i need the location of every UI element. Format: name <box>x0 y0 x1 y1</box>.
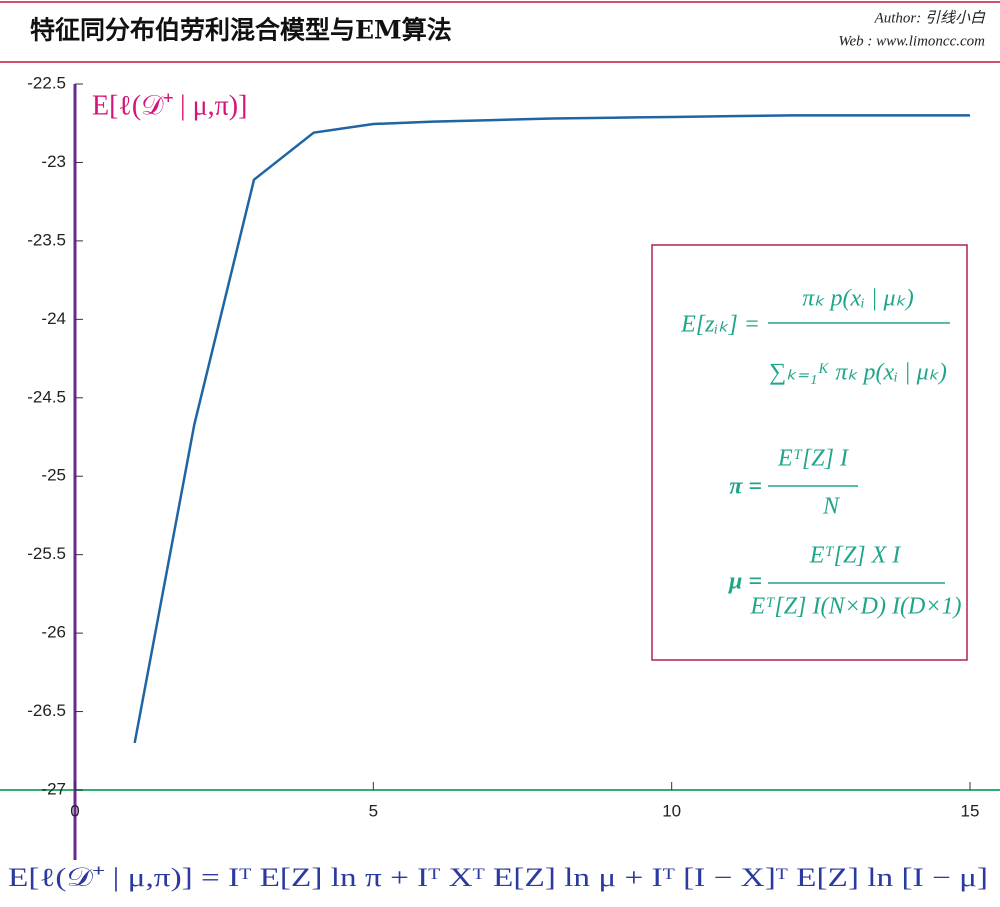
y-tick-label: -24.5 <box>27 387 66 406</box>
formula-lhs: π = <box>729 474 762 500</box>
x-tick-label: 5 <box>369 801 378 820</box>
y-tick-label: -25 <box>41 466 66 485</box>
y-tick-label: -23.5 <box>27 230 66 249</box>
formula-box <box>651 244 968 661</box>
y-tick-label: -23 <box>41 152 66 171</box>
page-title: 特征同分布伯劳利混合模型与EM算法 <box>30 16 452 45</box>
formula-numerator: πₖ p(xᵢ | μₖ) <box>802 286 914 312</box>
data-line <box>133 114 970 744</box>
bottom-formula: E[ℓ(𝒟⁺ | μ,π)] = Iᵀ E[Z] ln π + Iᵀ Xᵀ E[… <box>8 863 988 892</box>
author: Author: 引线小白 <box>874 9 986 26</box>
web: Web : www.limoncc.com <box>838 33 985 49</box>
formula-denominator: ∑ₖ₌₁ᴷ πₖ p(xᵢ | μₖ) <box>769 360 947 386</box>
y-tick-label: -22.5 <box>27 73 66 92</box>
y-tick-label: -27 <box>41 779 66 798</box>
y-tick-label: -25.5 <box>27 544 66 563</box>
x-tick-label: 10 <box>662 801 681 820</box>
y-tick-label: -26 <box>41 623 66 642</box>
x-tick-label: 0 <box>70 801 79 820</box>
y-axis-label: E[ℓ(𝒟⁺ | μ,π)] <box>92 90 247 121</box>
x-tick-label: 15 <box>961 801 980 820</box>
formula-denominator: N <box>822 494 841 520</box>
formula-numerator: Eᵀ[Z] I <box>777 446 849 472</box>
formula-lhs: μ = <box>727 569 762 595</box>
formula-numerator: Eᵀ[Z] X I <box>809 543 902 569</box>
formula-denominator: Eᵀ[Z] I(N×D) I(D×1) <box>750 594 962 620</box>
y-tick-label: -24 <box>41 309 66 328</box>
y-tick-label: -26.5 <box>27 701 66 720</box>
formula-lhs: E[zᵢₖ] = <box>680 312 760 338</box>
